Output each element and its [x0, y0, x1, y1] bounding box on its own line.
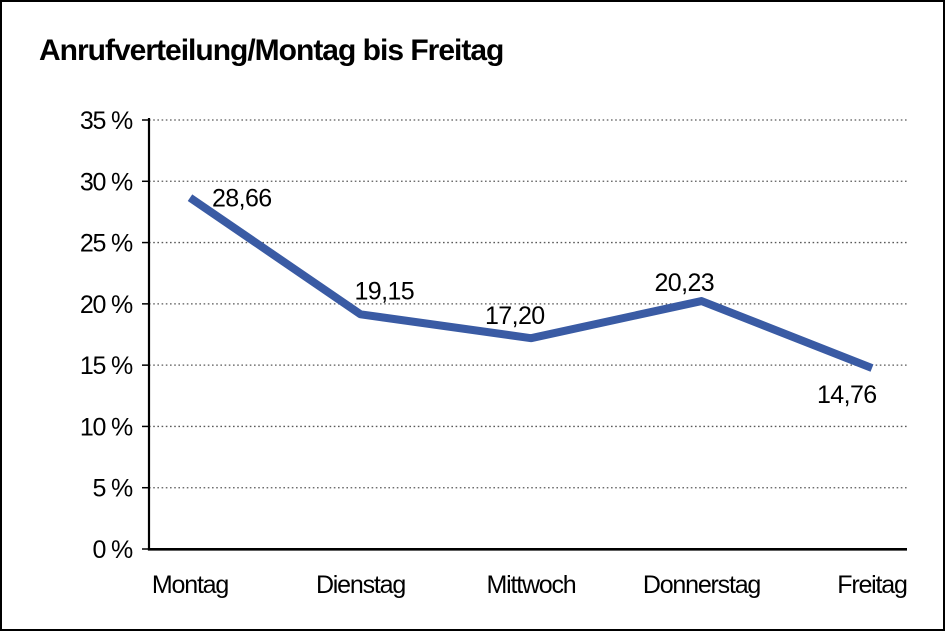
x-category-label: Freitag	[837, 571, 907, 599]
data-line	[187, 194, 874, 372]
data-point-label: 14,76	[817, 381, 877, 409]
x-category-label: Mittwoch	[486, 571, 575, 599]
y-tick-label: 20 %	[80, 291, 133, 319]
y-tick-label: 25 %	[80, 230, 133, 258]
data-point-label: 17,20	[485, 302, 545, 330]
x-category-label: Donnerstag	[643, 571, 761, 599]
data-point-label: 28,66	[212, 185, 272, 213]
x-category-label: Montag	[152, 571, 228, 599]
data-point-label: 19,15	[355, 277, 415, 305]
y-tick-label: 35 %	[80, 107, 133, 135]
y-tick-label: 10 %	[80, 413, 133, 441]
x-category-label: Dienstag	[316, 571, 405, 599]
y-tick-label: 0 %	[93, 536, 133, 564]
data-point-label: 20,23	[655, 269, 715, 297]
y-tick-label: 15 %	[80, 352, 133, 380]
y-tick-label: 5 %	[93, 475, 133, 503]
y-tick-label: 30 %	[80, 168, 133, 196]
chart-title: Anrufverteilung/Montag bis Freitag	[39, 34, 504, 67]
